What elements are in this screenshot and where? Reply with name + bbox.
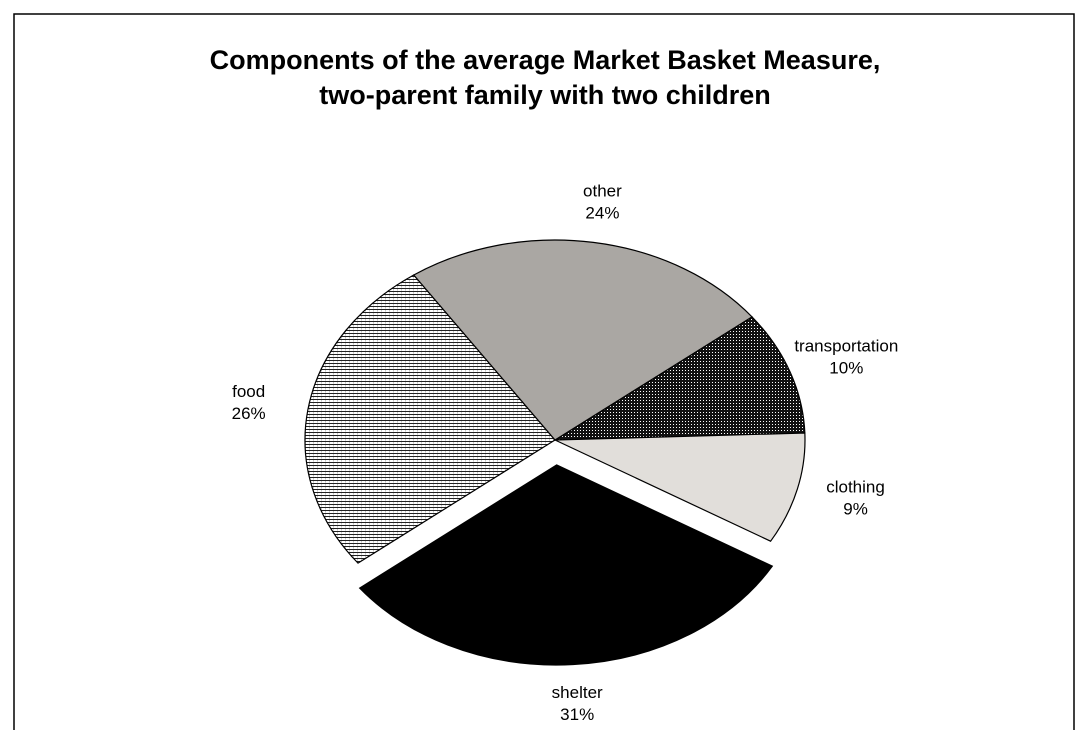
pie-slice	[412, 239, 753, 441]
slice-value-label: 9%	[843, 499, 868, 518]
slice-label: clothing	[826, 477, 885, 496]
slice-label: transportation	[794, 336, 898, 355]
slice-label: other	[583, 181, 622, 200]
pie-slice	[554, 432, 806, 542]
chart-subtitle: two-parent family with two children	[319, 80, 771, 110]
chart-title: Components of the average Market Basket …	[210, 45, 881, 75]
slice-value-label: 24%	[585, 203, 619, 222]
slice-value-label: 26%	[232, 404, 266, 423]
slice-value-label: 31%	[560, 705, 594, 724]
slice-label: shelter	[552, 683, 603, 702]
slice-value-label: 10%	[829, 358, 863, 377]
pie-slice	[358, 464, 774, 666]
pie-slice	[552, 316, 806, 441]
chart-frame	[13, 13, 1075, 730]
pie-slice	[304, 274, 556, 564]
slice-label: food	[232, 382, 265, 401]
